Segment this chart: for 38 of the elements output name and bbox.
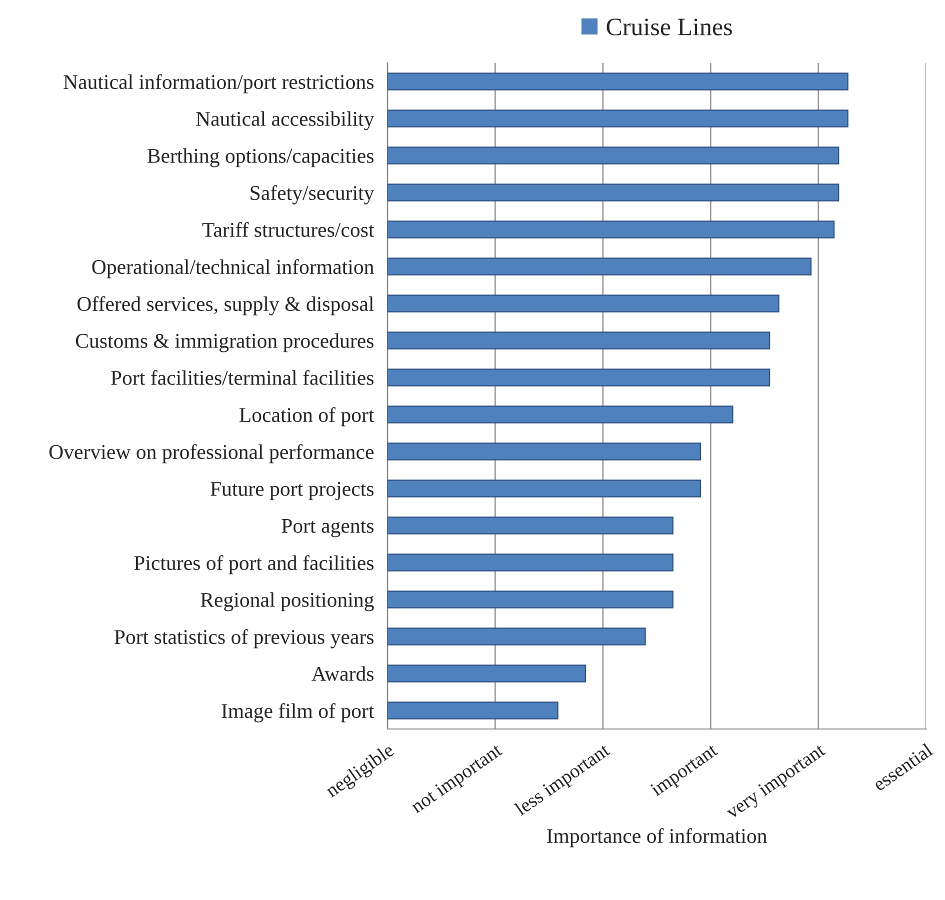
y-tick-label: Location of port (239, 407, 374, 426)
y-tick-label: Port agents (282, 519, 374, 538)
bar (387, 590, 674, 608)
y-tick-label: Nautical information/port restrictions (64, 74, 374, 94)
bar (387, 258, 812, 276)
bar (387, 220, 835, 238)
bar (387, 406, 734, 424)
y-tick-label: Customs & immigration procedures (76, 333, 374, 352)
bar (387, 72, 848, 90)
y-tick-label: Tariff structures/cost (202, 222, 374, 237)
y-tick-label: Image film of port (222, 703, 374, 722)
y-tick-label: Offered services, supply & disposal (78, 296, 374, 316)
y-tick-label: Regional positioning (200, 592, 374, 612)
bar (387, 702, 558, 720)
y-tick-label: Port facilities/terminal facilities (111, 370, 374, 385)
bar (387, 110, 848, 128)
y-tick-label: Overview on professional performance (49, 444, 374, 464)
bar (387, 554, 674, 572)
bar (387, 368, 770, 386)
legend-label: Cruise Lines (606, 18, 732, 36)
y-tick-label: Port statistics of previous years (114, 629, 374, 648)
bar (387, 664, 586, 682)
bar (387, 628, 646, 646)
bar (387, 480, 702, 498)
bar (387, 332, 770, 350)
bar (387, 146, 840, 164)
y-tick-label: Awards (312, 666, 374, 681)
y-tick-label: Safety/security (250, 185, 374, 204)
y-tick-label: Pictures of port and facilities (134, 555, 374, 574)
y-tick-label: Future port projects (210, 482, 374, 500)
x-axis-title: Importance of information (547, 828, 767, 848)
y-tick-label: Berthing options/capacities (147, 148, 374, 168)
y-tick-label: Nautical accessibility (196, 111, 374, 130)
bar (387, 294, 780, 312)
y-tick-label: Operational/technical information (92, 259, 374, 278)
bar (387, 516, 674, 534)
bar (387, 442, 702, 460)
bar (387, 184, 840, 202)
